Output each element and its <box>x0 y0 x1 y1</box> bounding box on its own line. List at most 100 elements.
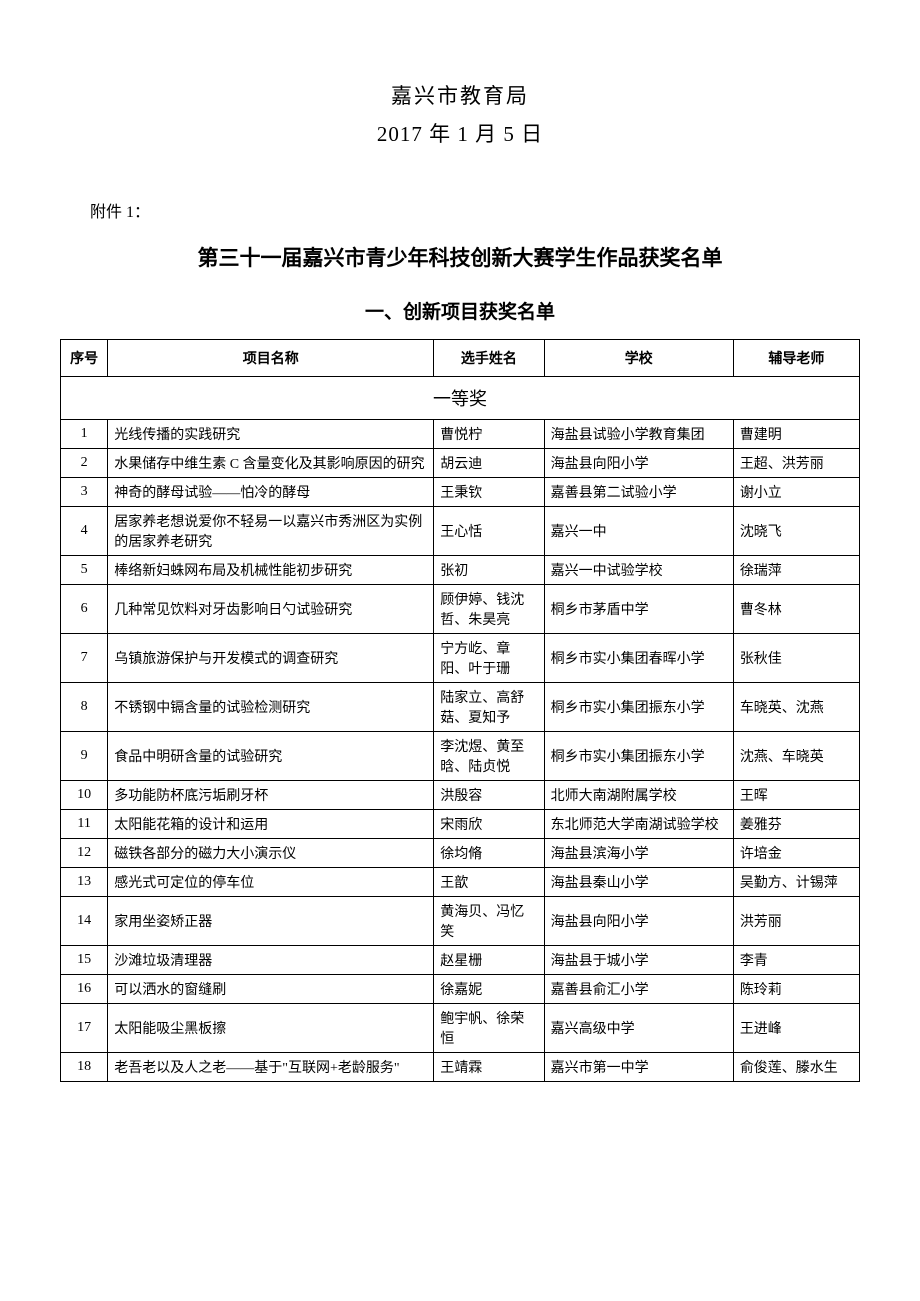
table-body: 一等奖 1光线传播的实践研究曹悦柠海盐县试验小学教育集团曹建明2水果储存中维生素… <box>61 377 860 1082</box>
cell-school: 海盐县秦山小学 <box>544 868 733 897</box>
table-header-row: 序号 项目名称 选手姓名 学校 辅导老师 <box>61 340 860 377</box>
cell-school: 海盐县向阳小学 <box>544 897 733 946</box>
cell-project: 神奇的酵母试验——怕冷的酵母 <box>108 478 434 507</box>
cell-school: 桐乡市实小集团振东小学 <box>544 683 733 732</box>
cell-name: 赵星栅 <box>434 946 544 975</box>
cell-teacher: 李青 <box>733 946 859 975</box>
cell-name: 徐均脩 <box>434 839 544 868</box>
cell-seq: 5 <box>61 556 108 585</box>
cell-project: 老吾老以及人之老――基于"互联网+老龄服务" <box>108 1053 434 1082</box>
cell-seq: 3 <box>61 478 108 507</box>
col-header-school: 学校 <box>544 340 733 377</box>
cell-teacher: 王超、洪芳丽 <box>733 449 859 478</box>
cell-school: 嘉兴一中 <box>544 507 733 556</box>
cell-project: 居家养老想说爱你不轻易一以嘉兴市秀洲区为实例的居家养老研究 <box>108 507 434 556</box>
table-row: 5棒络新妇蛛网布局及机械性能初步研究张初嘉兴一中试验学校徐瑞萍 <box>61 556 860 585</box>
table-row: 10多功能防杯底污垢刷牙杯洪殷容北师大南湖附属学校王晖 <box>61 781 860 810</box>
table-row: 16可以洒水的窗缝刷徐嘉妮嘉善县俞汇小学陈玲莉 <box>61 975 860 1004</box>
cell-teacher: 洪芳丽 <box>733 897 859 946</box>
cell-school: 嘉兴高级中学 <box>544 1004 733 1053</box>
attachment-label: 附件 1： <box>90 198 860 222</box>
cell-seq: 8 <box>61 683 108 732</box>
cell-school: 嘉兴一中试验学校 <box>544 556 733 585</box>
header-block: 嘉兴市教育局 2017 年 1 月 5 日 <box>60 80 860 148</box>
cell-teacher: 曹冬林 <box>733 585 859 634</box>
cell-teacher: 吴勤方、计锡萍 <box>733 868 859 897</box>
table-row: 12磁铁各部分的磁力大小演示仪徐均脩海盐县滨海小学许培金 <box>61 839 860 868</box>
cell-seq: 14 <box>61 897 108 946</box>
table-row: 9食品中明研含量的试验研究李沈煜、黄至晗、陆贞悦桐乡市实小集团振东小学沈燕、车晓… <box>61 732 860 781</box>
cell-seq: 1 <box>61 420 108 449</box>
cell-seq: 15 <box>61 946 108 975</box>
cell-school: 海盐县向阳小学 <box>544 449 733 478</box>
table-row: 14家用坐姿矫正器黄海贝、冯忆笑海盐县向阳小学洪芳丽 <box>61 897 860 946</box>
table-row: 17太阳能吸尘黑板擦鲍宇帆、徐荣恒嘉兴高级中学王进峰 <box>61 1004 860 1053</box>
cell-name: 宋雨欣 <box>434 810 544 839</box>
cell-school: 嘉善县第二试验小学 <box>544 478 733 507</box>
cell-name: 洪殷容 <box>434 781 544 810</box>
cell-project: 乌镇旅游保护与开发模式的调查研究 <box>108 634 434 683</box>
cell-name: 徐嘉妮 <box>434 975 544 1004</box>
cell-seq: 18 <box>61 1053 108 1082</box>
table-row: 15沙滩垃圾清理器赵星栅海盐县于城小学李青 <box>61 946 860 975</box>
cell-name: 宁方屹、章阳、叶于珊 <box>434 634 544 683</box>
date-line: 2017 年 1 月 5 日 <box>60 118 860 148</box>
cell-project: 光线传播的实践研究 <box>108 420 434 449</box>
cell-seq: 12 <box>61 839 108 868</box>
cell-seq: 11 <box>61 810 108 839</box>
table-row: 18老吾老以及人之老――基于"互联网+老龄服务"王靖霖嘉兴市第一中学俞俊莲、滕水… <box>61 1053 860 1082</box>
cell-school: 海盐县滨海小学 <box>544 839 733 868</box>
cell-seq: 16 <box>61 975 108 1004</box>
cell-project: 家用坐姿矫正器 <box>108 897 434 946</box>
cell-teacher: 姜雅芬 <box>733 810 859 839</box>
cell-seq: 13 <box>61 868 108 897</box>
table-row: 6几种常见饮料对牙齿影响日勺试验研究顾伊婷、钱沈哲、朱昊亮桐乡市茅盾中学曹冬林 <box>61 585 860 634</box>
col-header-name: 选手姓名 <box>434 340 544 377</box>
cell-teacher: 曹建明 <box>733 420 859 449</box>
cell-name: 顾伊婷、钱沈哲、朱昊亮 <box>434 585 544 634</box>
cell-project: 水果储存中维生素 C 含量变化及其影响原因的研究 <box>108 449 434 478</box>
awards-table: 序号 项目名称 选手姓名 学校 辅导老师 一等奖 1光线传播的实践研究曹悦柠海盐… <box>60 339 860 1082</box>
cell-teacher: 谢小立 <box>733 478 859 507</box>
table-row: 2水果储存中维生素 C 含量变化及其影响原因的研究胡云迪海盐县向阳小学王超、洪芳… <box>61 449 860 478</box>
cell-name: 王秉钦 <box>434 478 544 507</box>
cell-school: 桐乡市实小集团振东小学 <box>544 732 733 781</box>
table-row: 13感光式可定位的停车位王歆海盐县秦山小学吴勤方、计锡萍 <box>61 868 860 897</box>
cell-name: 鲍宇帆、徐荣恒 <box>434 1004 544 1053</box>
section-title: 一、创新项目获奖名单 <box>60 297 860 324</box>
table-row: 8不锈钢中镉含量的试验检测研究陆家立、高舒菇、夏知予桐乡市实小集团振东小学车晓英… <box>61 683 860 732</box>
cell-seq: 7 <box>61 634 108 683</box>
cell-teacher: 徐瑞萍 <box>733 556 859 585</box>
cell-seq: 10 <box>61 781 108 810</box>
prize-header-cell: 一等奖 <box>61 377 860 420</box>
table-row: 1光线传播的实践研究曹悦柠海盐县试验小学教育集团曹建明 <box>61 420 860 449</box>
cell-name: 胡云迪 <box>434 449 544 478</box>
cell-seq: 17 <box>61 1004 108 1053</box>
cell-teacher: 张秋佳 <box>733 634 859 683</box>
cell-name: 张初 <box>434 556 544 585</box>
cell-project: 太阳能吸尘黑板擦 <box>108 1004 434 1053</box>
cell-name: 陆家立、高舒菇、夏知予 <box>434 683 544 732</box>
cell-project: 多功能防杯底污垢刷牙杯 <box>108 781 434 810</box>
table-row: 3神奇的酵母试验——怕冷的酵母王秉钦嘉善县第二试验小学谢小立 <box>61 478 860 507</box>
main-title: 第三十一届嘉兴市青少年科技创新大赛学生作品获奖名单 <box>60 242 860 272</box>
col-header-project: 项目名称 <box>108 340 434 377</box>
cell-teacher: 俞俊莲、滕水生 <box>733 1053 859 1082</box>
cell-school: 海盐县试验小学教育集团 <box>544 420 733 449</box>
cell-name: 黄海贝、冯忆笑 <box>434 897 544 946</box>
cell-seq: 4 <box>61 507 108 556</box>
org-name: 嘉兴市教育局 <box>60 80 860 110</box>
cell-school: 东北师范大学南湖试验学校 <box>544 810 733 839</box>
cell-project: 沙滩垃圾清理器 <box>108 946 434 975</box>
cell-teacher: 王进峰 <box>733 1004 859 1053</box>
cell-teacher: 许培金 <box>733 839 859 868</box>
table-row: 7乌镇旅游保护与开发模式的调查研究宁方屹、章阳、叶于珊桐乡市实小集团春晖小学张秋… <box>61 634 860 683</box>
table-row: 4居家养老想说爱你不轻易一以嘉兴市秀洲区为实例的居家养老研究王心恬嘉兴一中沈晓飞 <box>61 507 860 556</box>
cell-school: 海盐县于城小学 <box>544 946 733 975</box>
cell-teacher: 陈玲莉 <box>733 975 859 1004</box>
cell-seq: 9 <box>61 732 108 781</box>
cell-school: 嘉善县俞汇小学 <box>544 975 733 1004</box>
cell-teacher: 沈燕、车晓英 <box>733 732 859 781</box>
cell-teacher: 沈晓飞 <box>733 507 859 556</box>
cell-project: 几种常见饮料对牙齿影响日勺试验研究 <box>108 585 434 634</box>
